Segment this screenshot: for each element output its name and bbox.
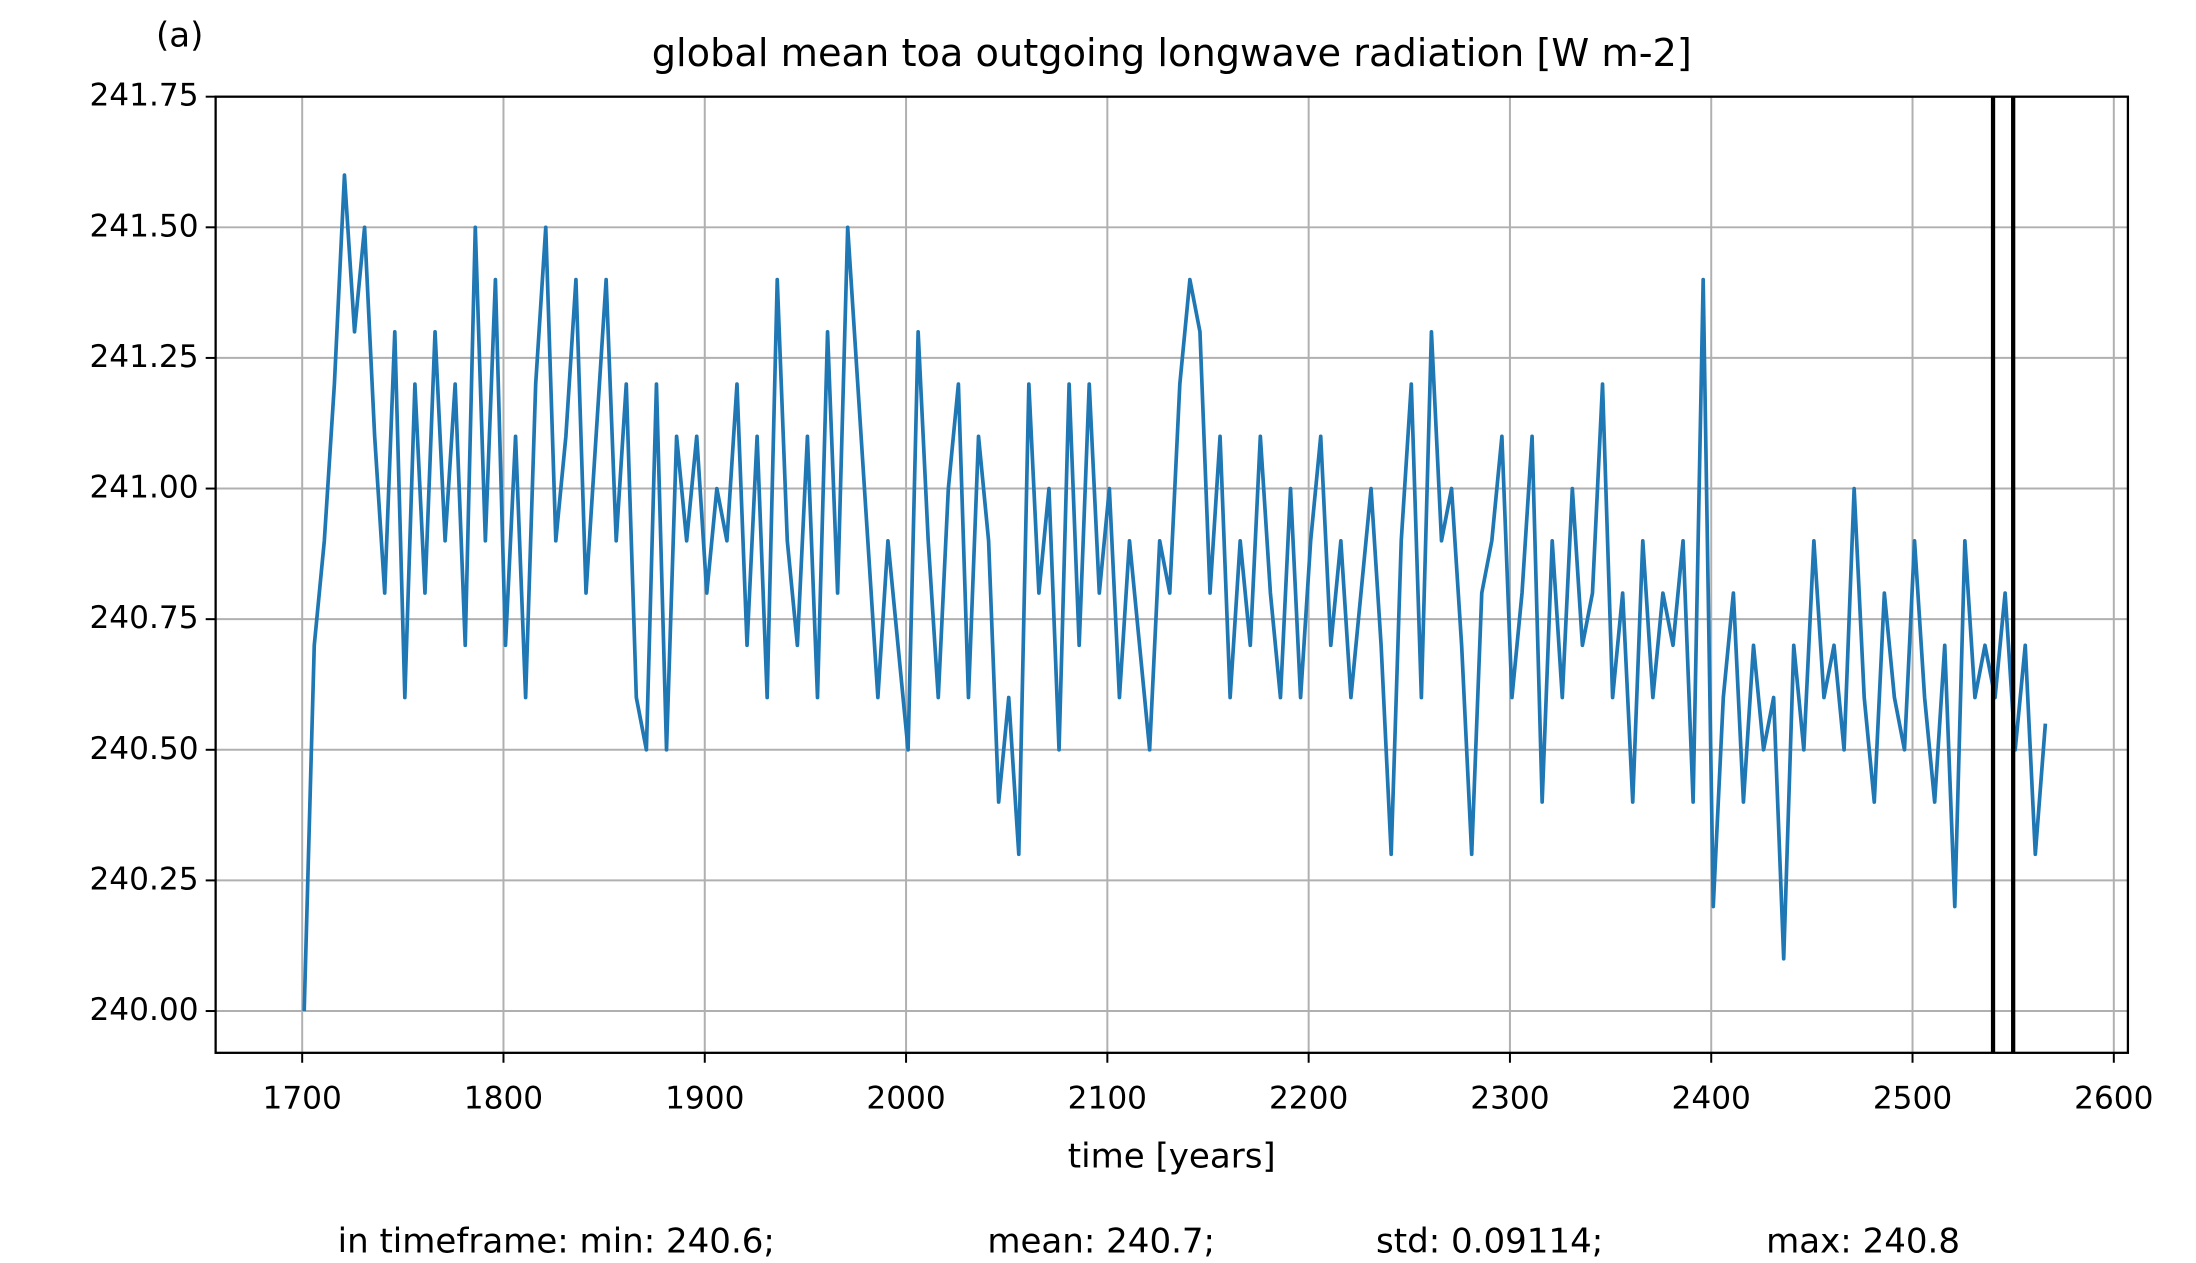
y-tick-label: 241.25 (89, 339, 198, 375)
x-axis-label: time [years] (1068, 1136, 1276, 1176)
y-tick-label: 240.00 (89, 992, 198, 1028)
y-tick-label: 241.00 (89, 470, 198, 506)
y-tick-label: 241.75 (89, 78, 198, 114)
labels: 240.00 240.25 240.50 240.75 241.00 241.25 241.… (89, 78, 2153, 1262)
x-tick-label: 2400 (1672, 1081, 1751, 1117)
chart-title: global mean toa outgoing longwave radiat… (652, 31, 1692, 76)
footer-stat: in timeframe: min: 240.6; (338, 1221, 775, 1261)
x-tick-label: 2200 (1269, 1081, 1348, 1117)
y-tick-label: 241.50 (89, 208, 198, 244)
y-tick-label: 240.75 (89, 600, 198, 636)
plot-area (302, 96, 2048, 1053)
axes-frame (214, 95, 2130, 1054)
x-tick-label: 2500 (1873, 1081, 1952, 1117)
y-tick-label: 240.50 (89, 731, 198, 767)
data-line (302, 173, 2048, 1012)
y-tick-label: 240.25 (89, 861, 198, 897)
x-tick-label: 1900 (665, 1081, 744, 1117)
footer-stat: max: 240.8 (1766, 1221, 1960, 1261)
x-tick-label: 2600 (2074, 1081, 2153, 1117)
footer-stat: mean: 240.7; (987, 1221, 1215, 1261)
panel-label: (a) (156, 16, 203, 56)
x-tick-label: 1700 (262, 1081, 341, 1117)
footer-stat: std: 0.09114; (1376, 1221, 1603, 1261)
x-tick-label: 2300 (1470, 1081, 1549, 1117)
x-tick-label: 2100 (1068, 1081, 1147, 1117)
x-tick-label: 2000 (866, 1081, 945, 1117)
x-tick-label: 1800 (464, 1081, 543, 1117)
